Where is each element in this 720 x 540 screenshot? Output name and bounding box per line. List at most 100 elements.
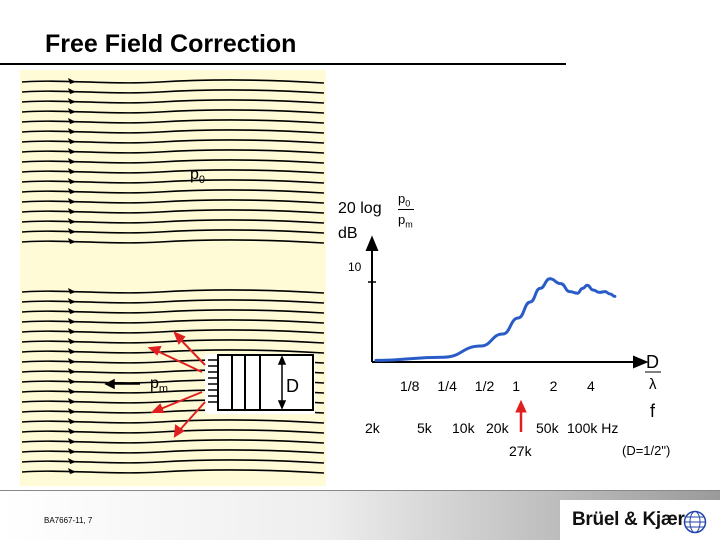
x-ratio-tick: 2 — [550, 378, 558, 394]
wave-arrowhead — [68, 98, 76, 104]
wave-arrowhead — [68, 448, 76, 454]
x-freq-tick: 20k — [486, 420, 510, 436]
wavefront-line — [21, 119, 325, 124]
x-freq-tick: 5k — [417, 420, 433, 436]
x-freq-tick: 10k — [452, 420, 476, 436]
pm-label: pm — [150, 375, 169, 396]
footer-bar — [0, 490, 720, 540]
wavefront-line — [21, 339, 325, 344]
wave-arrowhead — [68, 78, 76, 84]
wavefront-line — [21, 429, 325, 434]
x-freq-tick: 2k — [365, 420, 381, 436]
wavefront-line — [21, 439, 325, 444]
x-ratio-tick: 1/4 — [437, 378, 457, 394]
wavefront-line — [21, 309, 325, 314]
wavefront-line — [21, 239, 325, 244]
microphone-grille — [208, 359, 218, 403]
title-rule — [0, 63, 566, 65]
wave-arrowhead — [68, 338, 76, 344]
wave-arrowhead — [68, 108, 76, 114]
wave-arrowhead — [68, 148, 76, 154]
wavefront-line — [21, 469, 325, 474]
wave-arrowhead — [68, 468, 76, 474]
wavefront-line — [21, 419, 325, 424]
wavefront-line — [21, 459, 325, 464]
microphone-diagram — [104, 331, 315, 438]
wave-arrowhead — [68, 288, 76, 294]
wave-arrowhead — [68, 138, 76, 144]
ylabel-denominator: pm — [398, 212, 413, 230]
wavefront-line — [21, 299, 325, 304]
wave-arrowhead — [68, 428, 76, 434]
fraction-bar — [398, 209, 414, 210]
brand-logo-text: Brüel & Kjær — [572, 509, 685, 530]
wavefront-line — [21, 89, 325, 94]
globe-logo-icon — [683, 510, 707, 534]
x-ratio-tick: 4 — [587, 378, 595, 394]
wavefront-line — [21, 139, 325, 144]
x-freq-tick: 50k — [536, 420, 560, 436]
wave-arrowhead — [68, 368, 76, 374]
wavefront-line — [21, 159, 325, 164]
wavefront-line — [21, 189, 325, 194]
ylabel-numerator: p0 — [398, 191, 411, 209]
wavefront-line — [21, 79, 325, 84]
y-tick-10: 10 — [348, 260, 362, 274]
wave-arrowhead — [68, 88, 76, 94]
wavefront-line — [21, 449, 325, 454]
wave-arrowhead — [68, 238, 76, 244]
x-ratio-label-top: D — [646, 352, 659, 372]
slide-title: Free Field Correction — [45, 30, 297, 58]
wavefront-line — [21, 149, 325, 154]
wave-arrowhead — [68, 458, 76, 464]
pm-arrow — [104, 378, 140, 390]
correction-chart: 10 1/8 1/4 1/2 1 2 4 2k 5k 10k 20k 50k 100k Hz 27k… — [348, 235, 670, 459]
wavefront-line — [21, 199, 325, 204]
wave-arrowhead — [68, 198, 76, 204]
marker-27k — [515, 399, 527, 432]
wave-arrowhead — [68, 228, 76, 234]
wave-arrowhead — [68, 358, 76, 364]
correction-curve — [374, 277, 617, 362]
marker-label: 27k — [509, 443, 533, 459]
wave-arrowhead — [68, 208, 76, 214]
wavefront-line — [21, 169, 325, 174]
x-ratio-tick: 1 — [512, 378, 520, 394]
wavefront-line — [21, 179, 325, 184]
wave-arrowhead — [68, 388, 76, 394]
wave-arrowhead — [68, 118, 76, 124]
y-axis-arrowhead — [365, 235, 379, 251]
wave-arrowhead — [68, 328, 76, 334]
wavefront-line — [21, 229, 325, 234]
wavefront-line — [21, 209, 325, 214]
wave-arrowhead — [68, 378, 76, 384]
x-axis-arrowhead — [633, 355, 649, 369]
wave-arrowhead — [68, 178, 76, 184]
wave-arrowhead — [68, 298, 76, 304]
x-ratio-tick: 1/8 — [400, 378, 420, 394]
wavefront-line — [21, 289, 325, 294]
x-freq-tick: 100k Hz — [567, 420, 618, 436]
diameter-label: D — [286, 376, 299, 396]
wave-arrowhead — [68, 438, 76, 444]
ylabel-formula: 20 log — [338, 200, 382, 217]
wave-arrowhead — [68, 418, 76, 424]
wave-arrowhead — [68, 408, 76, 414]
wavefront-line — [21, 319, 325, 324]
wave-arrowhead — [68, 158, 76, 164]
reflection-arrows — [147, 331, 206, 438]
wave-arrowhead — [68, 218, 76, 224]
wave-arrowhead — [68, 168, 76, 174]
wave-arrowhead — [68, 318, 76, 324]
x-ratio-tick: 1/2 — [475, 378, 495, 394]
wavefront-line — [21, 129, 325, 134]
diameter-arrow — [277, 355, 287, 410]
wavefront-line — [21, 329, 325, 334]
wave-arrowhead — [68, 348, 76, 354]
p0-label: p0 — [190, 166, 206, 187]
wavefront-line — [21, 109, 325, 114]
microphone-body — [217, 354, 314, 411]
wave-arrowhead — [68, 128, 76, 134]
wave-arrowhead — [68, 188, 76, 194]
ylabel-unit: dB — [338, 225, 358, 242]
